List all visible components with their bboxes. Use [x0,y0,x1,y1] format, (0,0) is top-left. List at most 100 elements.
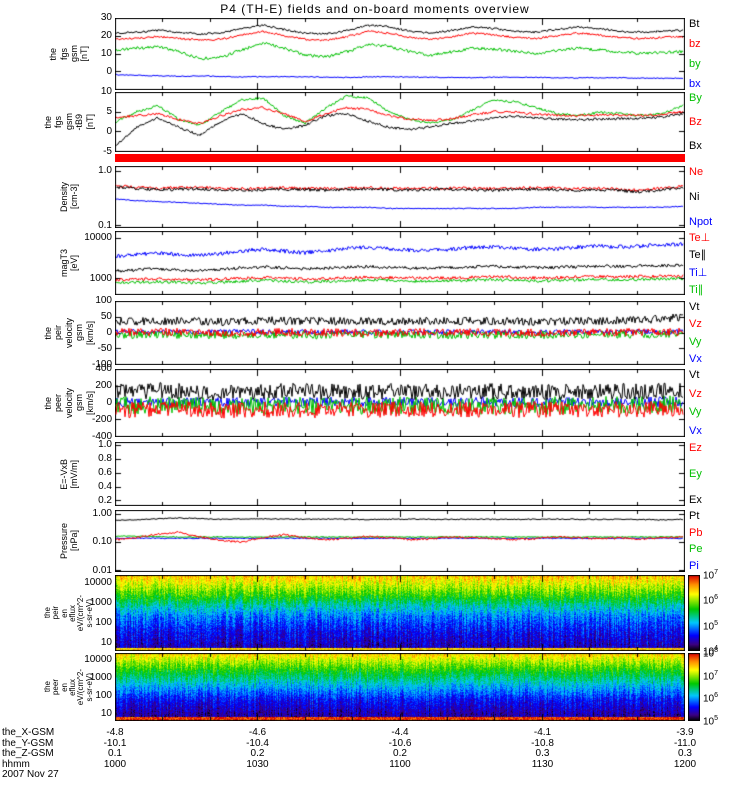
ylabel-word: [eV] [69,254,79,271]
panel-canvas-fgs-gsm [115,18,685,90]
y-tick-label: 0.4 [98,481,112,493]
ylabel-word: the [43,326,54,340]
legend-Ni: Ni [689,191,700,203]
y-tick-label: 1000 [89,672,112,684]
y-tick-label: 10 [100,86,112,97]
colorbar-exponent: 7 [714,569,719,576]
legend-Vy: Vy [689,335,702,348]
bottom-row-value: 0.2 [393,748,407,759]
spectrogram-canvas-peir-spectrogram [115,575,685,651]
legend-Ne: Ne [689,166,704,178]
colorbar-tick-label: 106 [703,594,719,607]
ylabel-word: magT3 [58,248,69,277]
y-tick-label: 200 [95,380,112,391]
y-tick-label: 30 [100,12,112,23]
y-tick-label: 400 [95,363,112,374]
ylabel-word: [cm-3] [69,184,79,210]
bottom-row-value: 1130 [531,758,554,770]
panel-canvas-density [115,166,685,228]
bottom-row-label: the_Z-GSM [2,748,54,759]
colorbar-tick-label: 105 [703,619,719,632]
legend-Bx: Bx [689,140,702,152]
y-tick-label: -50 [97,343,112,354]
page-title: P4 (TH-E) fields and on-board moments ov… [220,2,530,16]
y-tick-label: 20 [100,30,112,41]
y-tick-label: 100 [95,617,112,629]
ylabel-word: peir [51,606,61,620]
y-tick-label: 0.1 [98,219,112,231]
colorbar-tick-label: 107 [703,569,719,582]
ylabel-word: Density [58,181,69,212]
colorbar-exponent: 4 [714,645,719,652]
y-tick-label: 10 [100,48,112,59]
colorbar-tick-label: 108 [703,647,719,660]
y-tick-label: -200 [91,414,112,425]
y-tick-label: 0.8 [98,453,112,465]
colorbar-exponent: 5 [714,619,719,627]
y-tick-label: 0.01 [92,564,112,576]
spectrogram-canvas-peer-spectrogram [115,653,685,721]
bottom-row-value: 1030 [246,758,269,770]
bottom-row-value: -4.8 [106,727,124,738]
legend-Ez: Ez [689,442,702,454]
bottom-row-value: -3.9 [676,727,694,738]
colorbar-exponent: 7 [714,669,719,677]
legend-bx: bx [689,78,701,90]
colorbar-tick-label: 105 [703,715,719,728]
bottom-row-value: -10.4 [246,737,269,749]
panel-canvas-efield [115,442,685,506]
bottom-row-value: -10.6 [388,737,412,749]
legend-Pt: Pt [689,510,700,522]
legend-Pb: Pb [689,526,703,539]
y-tick-label: 10000 [84,654,112,666]
legend-Vt: Vt [689,369,700,381]
colorbar-tick-label: 107 [703,669,719,682]
legend-Vt: Vt [689,301,700,313]
y-tick-label: 0 [106,397,112,408]
y-tick-label: 0.6 [98,467,112,479]
ylabel-word: peir [53,325,64,341]
bottom-row-label: the_Y-GSM [2,737,54,749]
legend-Te⊥: Te⊥ [689,232,711,244]
legend-Te∥: Te∥ [689,249,707,262]
legend-Vx: Vx [689,353,702,365]
y-tick-label: -400 [91,431,112,442]
legend-Bt: Bt [689,18,700,30]
ylabel-word: the [48,47,59,61]
y-tick-label: 10000 [84,232,112,244]
date-label: 2007 Nov 27 [2,769,59,780]
colorbar-peer-spectrogram [688,653,700,721]
ylabel-word: the [43,396,54,410]
colorbar-exponent: 6 [714,594,719,602]
ylabel-word: fgs [58,47,69,60]
colorbar-peir-spectrogram [688,575,700,651]
y-tick-label: 0.10 [92,536,112,548]
ylabel-word: en [59,608,69,618]
ylabel-word: the [42,607,52,619]
bottom-row-value: 1100 [389,758,411,770]
y-tick-label: 10000 [84,577,112,589]
bottom-row-label: hhmm [2,758,30,770]
bottom-row-label: the_X-GSM [2,727,55,738]
legend-Bz: Bz [689,116,702,128]
bottom-row-value: -4.1 [533,727,552,738]
colorbar-tick-label: 104 [703,645,719,658]
legend-Vy: Vy [689,406,702,419]
colorbar-exponent: 6 [714,692,719,700]
y-tick-label: 50 [100,311,112,322]
bottom-row-value: -11.0 [673,737,697,749]
ylabel-word: peer [51,678,61,695]
legend-Npot: Npot [689,216,713,228]
legend-Ey: Ey [689,468,702,480]
y-tick-label: 1.00 [92,508,112,520]
bottom-row-value: -10.1 [103,737,127,749]
y-tick-label: 0.2 [98,495,112,507]
colorbar-tick-label: 106 [703,692,719,705]
y-tick-label: 0 [106,126,112,137]
panel-canvas-magt3 [115,231,685,295]
flag-bar [115,154,685,162]
y-tick-label: 0 [106,327,112,338]
ylabel-word: fgs [53,115,64,128]
y-tick-label: -5 [103,146,112,157]
